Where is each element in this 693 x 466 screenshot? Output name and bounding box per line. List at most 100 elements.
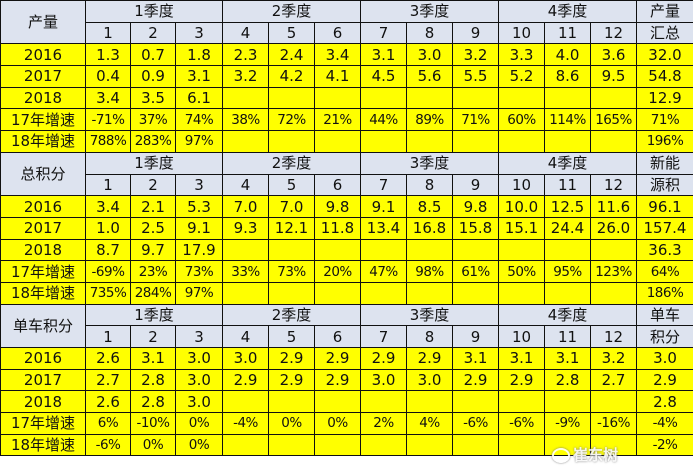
table-cell: 2.9 xyxy=(452,368,499,392)
table-cell: 5.2 xyxy=(498,65,545,88)
row-label: 2017 xyxy=(0,216,86,240)
table-cell: 2.3 xyxy=(222,43,269,67)
table-cell: 1.3 xyxy=(85,43,131,67)
table-cell xyxy=(222,433,269,457)
table-cell: 37% xyxy=(130,108,176,132)
table-cell: 2.9 xyxy=(268,347,315,370)
table-cell xyxy=(590,86,637,110)
table-cell xyxy=(406,130,453,153)
table-cell xyxy=(590,238,637,262)
row-label: 2017 xyxy=(0,65,86,88)
table-cell xyxy=(314,433,361,457)
table-cell: 24.4 xyxy=(544,216,591,240)
table-cell: 12.1 xyxy=(268,216,315,240)
month-header-row: 1 2 3 4 5 6 7 8 9 10 11 12 积分 xyxy=(1,325,693,348)
table-cell: 2.8 xyxy=(544,368,591,392)
table-cell xyxy=(590,130,637,153)
table-cell: -16% xyxy=(590,412,637,435)
month-header: 10 xyxy=(498,173,545,197)
table-cell: 3.0 xyxy=(360,368,407,392)
row-label: 2018 xyxy=(0,238,86,262)
total-header-line2: 源积 xyxy=(636,173,693,197)
table-cell: 9.3 xyxy=(222,216,269,240)
table-cell: 3.0 xyxy=(222,347,269,370)
table-cell: 2.6 xyxy=(85,390,131,414)
table-cell: 0% xyxy=(130,433,176,457)
month-header: 11 xyxy=(544,21,591,45)
table-cell: 97% xyxy=(175,281,223,305)
month-header: 11 xyxy=(544,325,591,348)
month-header: 3 xyxy=(175,21,223,45)
month-header: 10 xyxy=(498,325,545,348)
quarter-header: 3季度 xyxy=(360,151,499,175)
row-label: 17年增速 xyxy=(0,108,86,132)
month-header: 2 xyxy=(130,173,176,197)
table-row: 2018 8.7 9.7 17.9 36.3 xyxy=(0,238,693,262)
row-label: 18年增速 xyxy=(0,281,86,305)
table-cell: 2.9 xyxy=(314,347,361,370)
table-cell xyxy=(360,130,407,153)
table-cell: 60% xyxy=(498,108,545,132)
table-cell xyxy=(544,130,591,153)
table-row: 2018 2.6 2.8 3.0 2.8 xyxy=(0,390,693,414)
table-cell: 114% xyxy=(544,108,591,132)
table-cell: 2.8 xyxy=(130,390,176,414)
table-cell: 61% xyxy=(452,260,499,283)
table-cell: 73% xyxy=(175,260,223,283)
month-header: 4 xyxy=(222,173,269,197)
month-header: 8 xyxy=(406,173,453,197)
table-cell xyxy=(544,433,591,457)
table-cell xyxy=(544,86,591,110)
table-cell: 8.5 xyxy=(406,195,453,218)
row-label: 2018 xyxy=(0,390,86,414)
table-cell: 3.4 xyxy=(85,86,131,110)
table-cell: 165% xyxy=(590,108,637,132)
total-cell: 157.4 xyxy=(636,216,693,240)
table-cell: 71% xyxy=(452,108,499,132)
quarter-header: 1季度 xyxy=(85,151,223,175)
month-header: 4 xyxy=(222,325,269,348)
table-cell: 13.4 xyxy=(360,216,407,240)
table-cell: 9.8 xyxy=(452,195,499,218)
month-header: 5 xyxy=(268,173,315,197)
table-cell: 2.9 xyxy=(360,347,407,370)
table-cell xyxy=(360,281,407,305)
table-cell: 7.0 xyxy=(268,195,315,218)
row-label: 18年增速 xyxy=(0,130,86,153)
section-title: 总积分 xyxy=(0,151,86,197)
table-cell xyxy=(498,238,545,262)
table-cell: 2.6 xyxy=(85,347,131,370)
row-label: 2016 xyxy=(0,43,86,67)
table-cell: 26.0 xyxy=(590,216,637,240)
table-cell: 2.8 xyxy=(130,368,176,392)
table-cell xyxy=(360,86,407,110)
table-cell xyxy=(498,433,545,457)
table-row: 2016 2.6 3.1 3.0 3.0 2.9 2.9 2.9 2.9 3.1 3.1 3.1 3.2… xyxy=(0,347,693,370)
table-cell: 3.0 xyxy=(175,368,223,392)
table-cell: 2.4 xyxy=(268,43,315,67)
month-header: 12 xyxy=(590,21,637,45)
table-cell: 3.4 xyxy=(314,43,361,67)
table-cell: -10% xyxy=(130,412,176,435)
month-header: 4 xyxy=(222,21,269,45)
total-cell: -4% xyxy=(636,412,693,435)
table-cell xyxy=(222,281,269,305)
table-cell xyxy=(590,433,637,457)
table-cell xyxy=(544,390,591,414)
month-header: 1 xyxy=(85,325,131,348)
table-cell xyxy=(360,390,407,414)
table-cell xyxy=(406,86,453,110)
table-cell: 15.1 xyxy=(498,216,545,240)
month-header: 12 xyxy=(590,173,637,197)
table-cell: 0.7 xyxy=(130,43,176,67)
month-header: 7 xyxy=(360,173,407,197)
table-cell: 9.8 xyxy=(314,195,361,218)
table-cell xyxy=(498,130,545,153)
quarter-header: 4季度 xyxy=(498,151,637,175)
table-cell: 44% xyxy=(360,108,407,132)
quarter-header: 3季度 xyxy=(360,0,499,23)
total-cell: -2% xyxy=(636,433,693,457)
table-cell: 98% xyxy=(406,260,453,283)
table-cell: 123% xyxy=(590,260,637,283)
